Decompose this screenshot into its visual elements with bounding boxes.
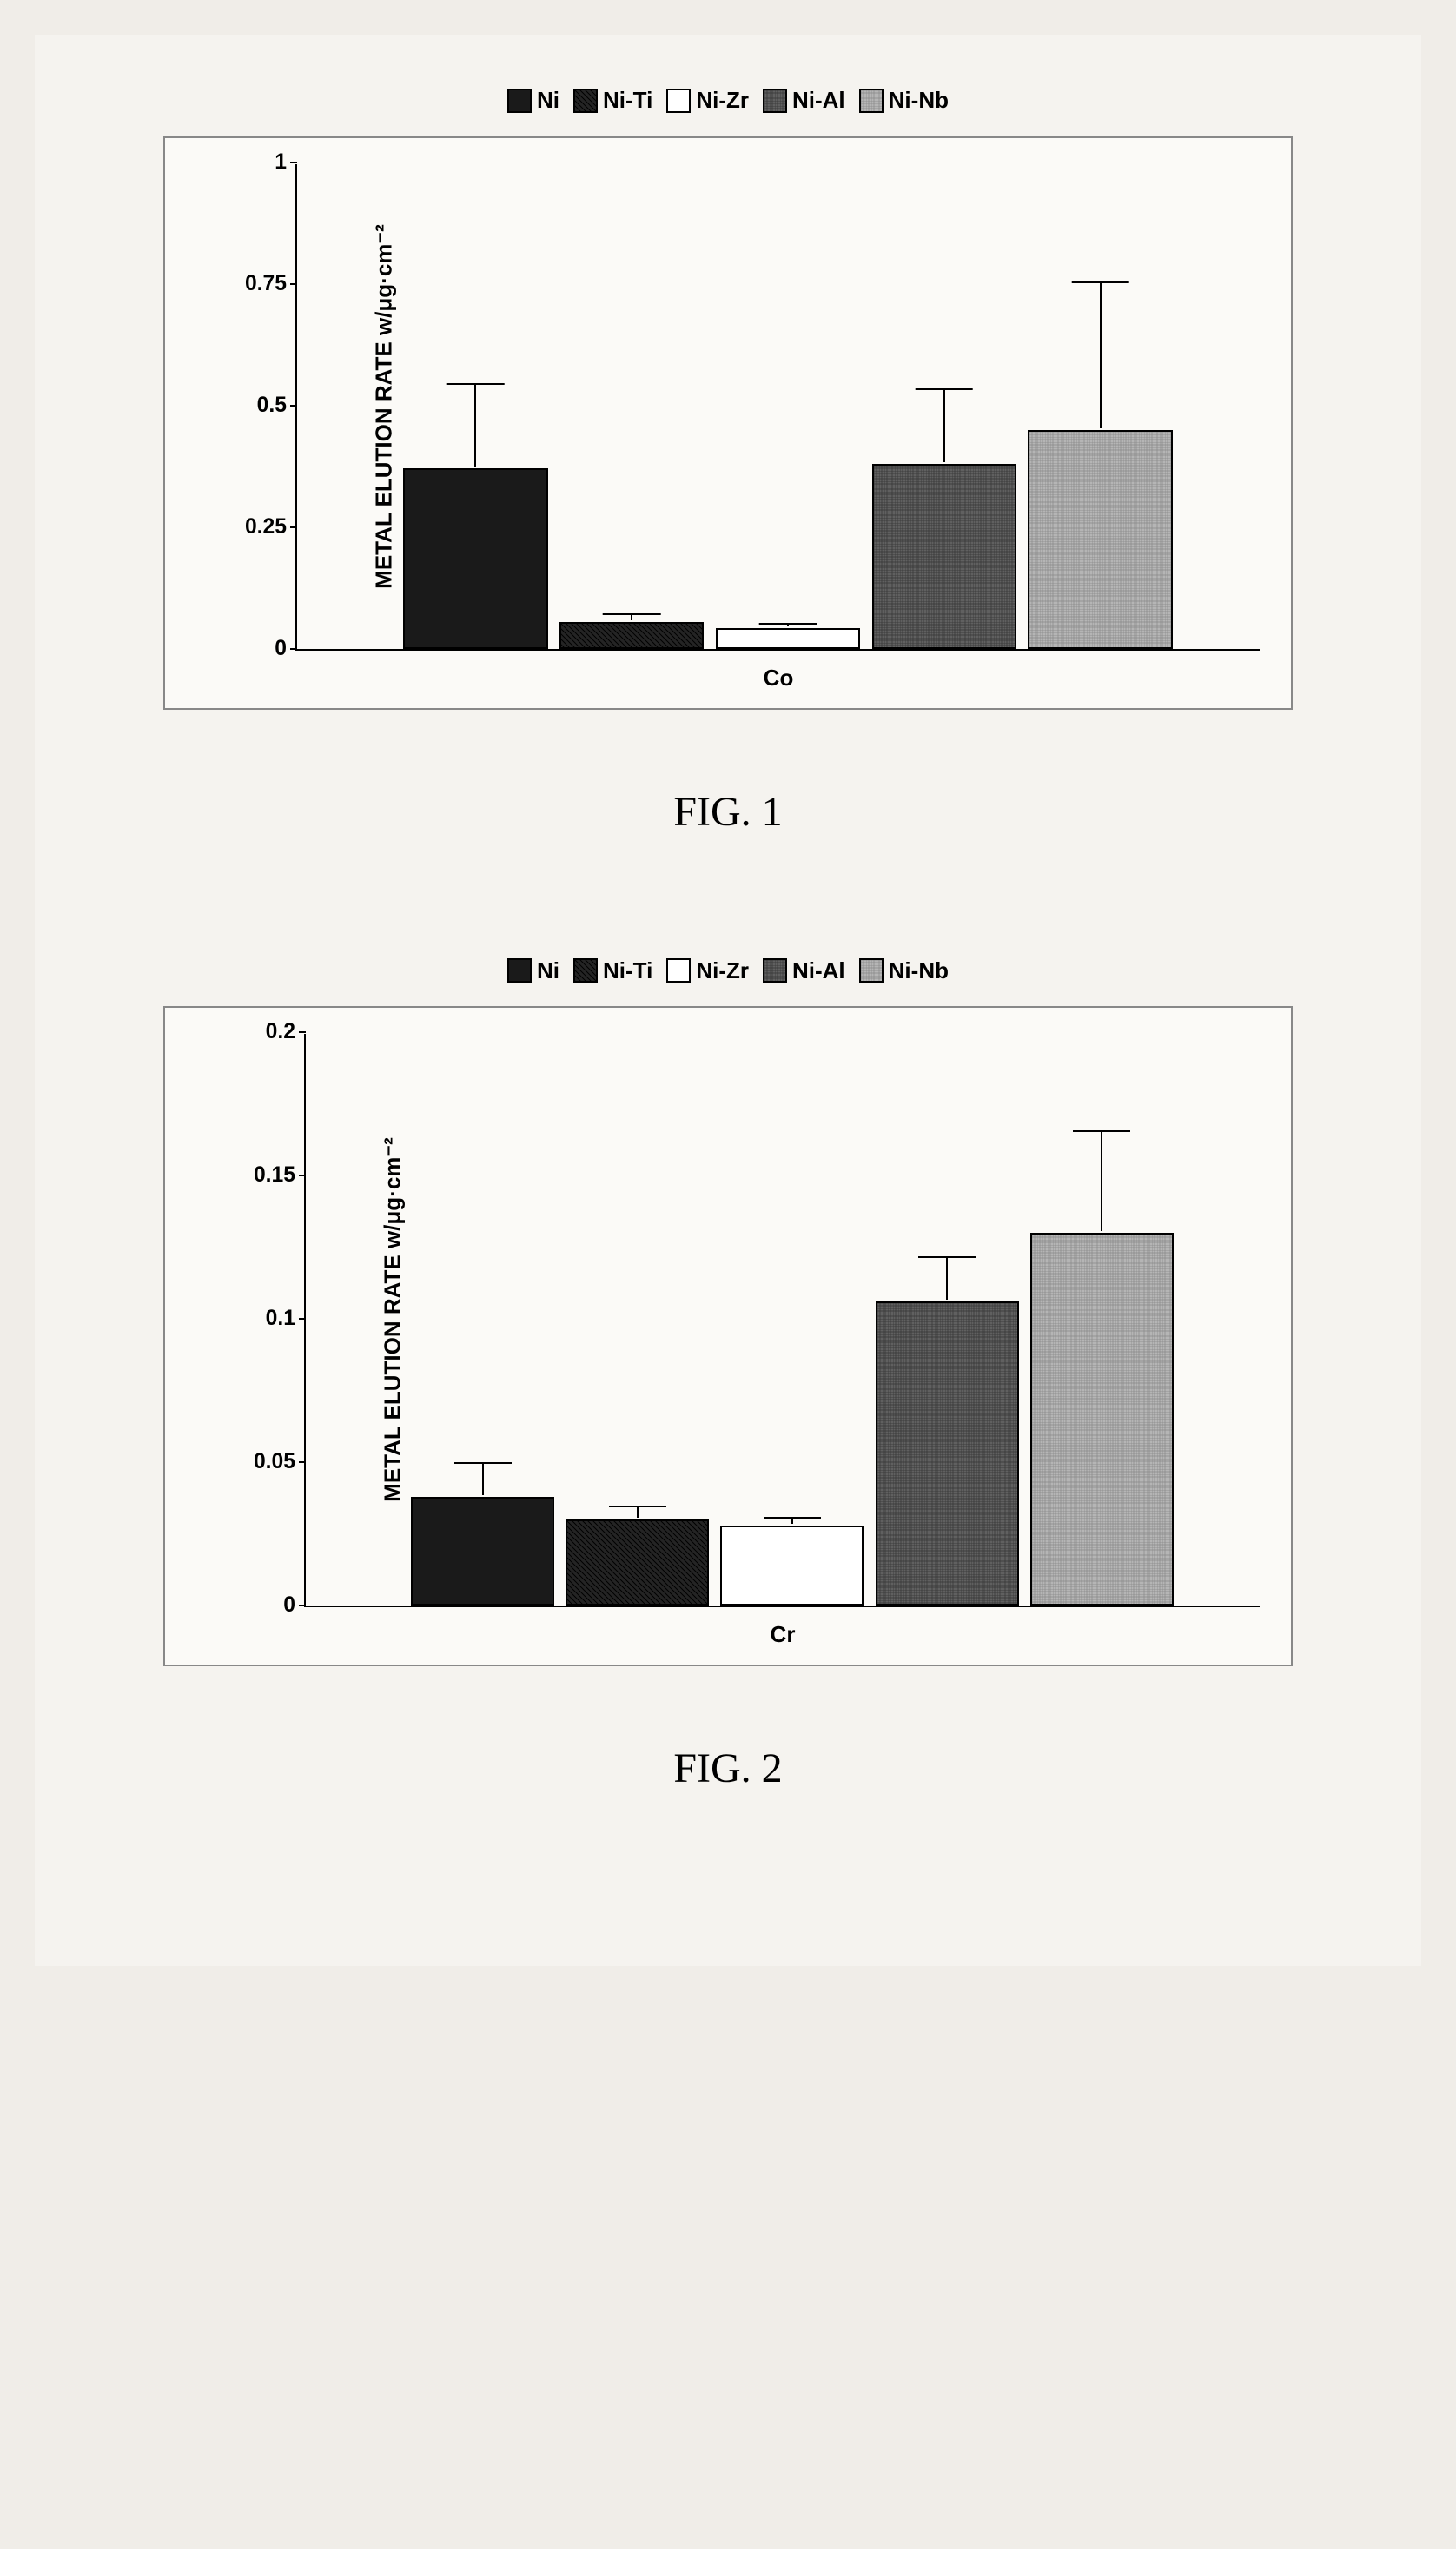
y-tick-mark-icon	[299, 1605, 306, 1606]
legend-swatch-icon	[666, 958, 691, 983]
figure-1-chart-frame: METAL ELUTION RATE w/μg·cm⁻² Co 00.250.5…	[163, 136, 1293, 710]
y-tick-label: 0.25	[245, 515, 297, 540]
legend-swatch-icon	[573, 958, 598, 983]
legend-label: Ni-Nb	[889, 957, 949, 984]
legend-label: Ni-Zr	[696, 957, 749, 984]
y-tick-label: 0.15	[254, 1163, 306, 1188]
legend-item-ni-zr: Ni-Zr	[666, 87, 749, 114]
legend-label: Ni-Ti	[603, 957, 652, 984]
figure-2-plot-area: METAL ELUTION RATE w/μg·cm⁻² Cr 00.050.1…	[304, 1034, 1260, 1607]
figure-1-block: Ni Ni-Ti Ni-Zr Ni-Al Ni-Nb METAL ELUTION RAT…	[69, 87, 1387, 836]
error-bar-cap-icon	[918, 1256, 976, 1258]
bar-ni-nb	[1028, 430, 1173, 649]
y-tick-mark-icon	[290, 283, 297, 285]
bar-ni-zr	[720, 1526, 864, 1606]
y-tick-label: 0.05	[254, 1450, 306, 1474]
y-tick-mark-icon	[299, 1461, 306, 1463]
y-tick-mark-icon	[290, 526, 297, 528]
y-tick-mark-icon	[299, 1031, 306, 1033]
figure-1-caption: FIG. 1	[69, 788, 1387, 836]
legend-label: Ni	[537, 957, 559, 984]
bar-ni-ti	[559, 622, 705, 649]
error-bar-cap-icon	[764, 1517, 821, 1519]
y-tick-mark-icon	[299, 1175, 306, 1176]
error-bar-cap-icon	[1073, 1130, 1130, 1132]
legend-swatch-icon	[763, 89, 787, 113]
error-bar-line-icon	[1101, 1131, 1102, 1232]
legend-swatch-icon	[666, 89, 691, 113]
legend-swatch-icon	[507, 89, 532, 113]
legend-item-ni: Ni	[507, 957, 559, 984]
error-bar-line-icon	[1100, 282, 1102, 428]
figure-1-x-axis-label: Co	[764, 665, 794, 692]
legend-item-ni-al: Ni-Al	[763, 957, 845, 984]
error-bar-line-icon	[946, 1257, 948, 1301]
legend-item-ni-ti: Ni-Ti	[573, 87, 652, 114]
error-bar-line-icon	[631, 614, 632, 620]
bar-ni-ti	[566, 1519, 709, 1606]
bar-ni-nb	[1030, 1233, 1174, 1606]
legend-swatch-icon	[573, 89, 598, 113]
legend-item-ni-nb: Ni-Nb	[859, 87, 949, 114]
y-tick-label: 0.75	[245, 272, 297, 296]
legend-label: Ni-Zr	[696, 87, 749, 114]
figure-2-y-axis-label: METAL ELUTION RATE w/μg·cm⁻²	[379, 1137, 406, 1502]
bar-ni-zr	[716, 628, 861, 649]
y-tick-mark-icon	[290, 648, 297, 650]
legend-swatch-icon	[763, 958, 787, 983]
bar-ni-al	[872, 464, 1017, 649]
error-bar-line-icon	[474, 384, 476, 467]
error-bar-line-icon	[791, 1518, 793, 1524]
figure-2-x-axis-label: Cr	[771, 1621, 796, 1648]
legend-label: Ni-Al	[792, 957, 845, 984]
figure-1-y-axis-label: METAL ELUTION RATE w/μg·cm⁻²	[370, 224, 397, 589]
legend-item-ni: Ni	[507, 87, 559, 114]
legend-swatch-icon	[507, 958, 532, 983]
figure-1-legend: Ni Ni-Ti Ni-Zr Ni-Al Ni-Nb	[69, 87, 1387, 119]
figure-1-plot-area: METAL ELUTION RATE w/μg·cm⁻² Co 00.250.5…	[295, 164, 1260, 651]
page: Ni Ni-Ti Ni-Zr Ni-Al Ni-Nb METAL ELUTION RAT…	[35, 35, 1421, 1966]
legend-swatch-icon	[859, 958, 884, 983]
error-bar-line-icon	[637, 1506, 639, 1518]
y-tick-mark-icon	[290, 405, 297, 407]
y-tick-mark-icon	[290, 162, 297, 163]
figure-2-block: Ni Ni-Ti Ni-Zr Ni-Al Ni-Nb METAL ELUTION RAT…	[69, 957, 1387, 1793]
legend-item-ni-al: Ni-Al	[763, 87, 845, 114]
legend-swatch-icon	[859, 89, 884, 113]
bar-ni	[411, 1497, 554, 1606]
error-bar-cap-icon	[759, 623, 817, 625]
figure-2-caption: FIG. 2	[69, 1745, 1387, 1792]
error-bar-cap-icon	[447, 383, 505, 385]
error-bar-line-icon	[943, 389, 945, 462]
legend-label: Ni	[537, 87, 559, 114]
legend-item-ni-ti: Ni-Ti	[573, 957, 652, 984]
legend-label: Ni-Nb	[889, 87, 949, 114]
bar-ni	[403, 468, 548, 648]
figure-2-legend: Ni Ni-Ti Ni-Zr Ni-Al Ni-Nb	[69, 957, 1387, 990]
error-bar-cap-icon	[454, 1462, 512, 1464]
error-bar-cap-icon	[1071, 281, 1129, 283]
bar-ni-al	[876, 1301, 1019, 1606]
error-bar-cap-icon	[609, 1506, 666, 1507]
legend-label: Ni-Ti	[603, 87, 652, 114]
error-bar-cap-icon	[603, 613, 661, 615]
legend-label: Ni-Al	[792, 87, 845, 114]
legend-item-ni-nb: Ni-Nb	[859, 957, 949, 984]
figure-2-chart-frame: METAL ELUTION RATE w/μg·cm⁻² Cr 00.050.1…	[163, 1006, 1293, 1666]
error-bar-line-icon	[482, 1463, 484, 1494]
y-tick-mark-icon	[299, 1318, 306, 1320]
legend-item-ni-zr: Ni-Zr	[666, 957, 749, 984]
error-bar-cap-icon	[916, 388, 974, 390]
